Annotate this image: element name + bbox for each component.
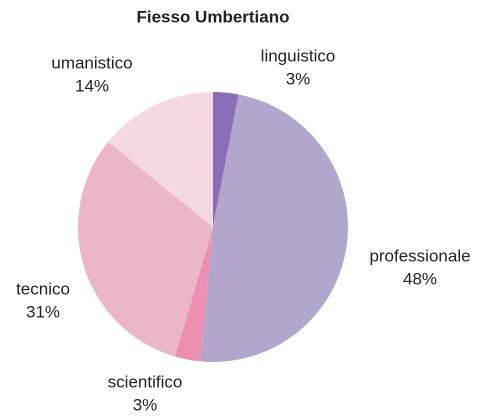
pie-slice	[77, 141, 213, 357]
slice-label: linguistico	[261, 46, 336, 65]
slice-value-label: 3%	[286, 69, 311, 88]
slice-value-label: 14%	[75, 76, 109, 95]
chart-title: Fiesso Umbertiano	[136, 7, 289, 26]
slice-value-label: 3%	[133, 395, 158, 414]
pie-slice	[200, 94, 348, 362]
slice-label: scientifico	[108, 372, 183, 391]
pie-slice	[108, 92, 213, 227]
slice-value-label: 31%	[26, 302, 60, 321]
slice-label: umanistico	[51, 53, 132, 72]
slice-label: tecnico	[16, 279, 70, 298]
pie-slice	[174, 227, 213, 362]
pie-slice	[213, 92, 239, 227]
slice-value-label: 48%	[403, 269, 437, 288]
slice-label: professionale	[369, 246, 470, 265]
